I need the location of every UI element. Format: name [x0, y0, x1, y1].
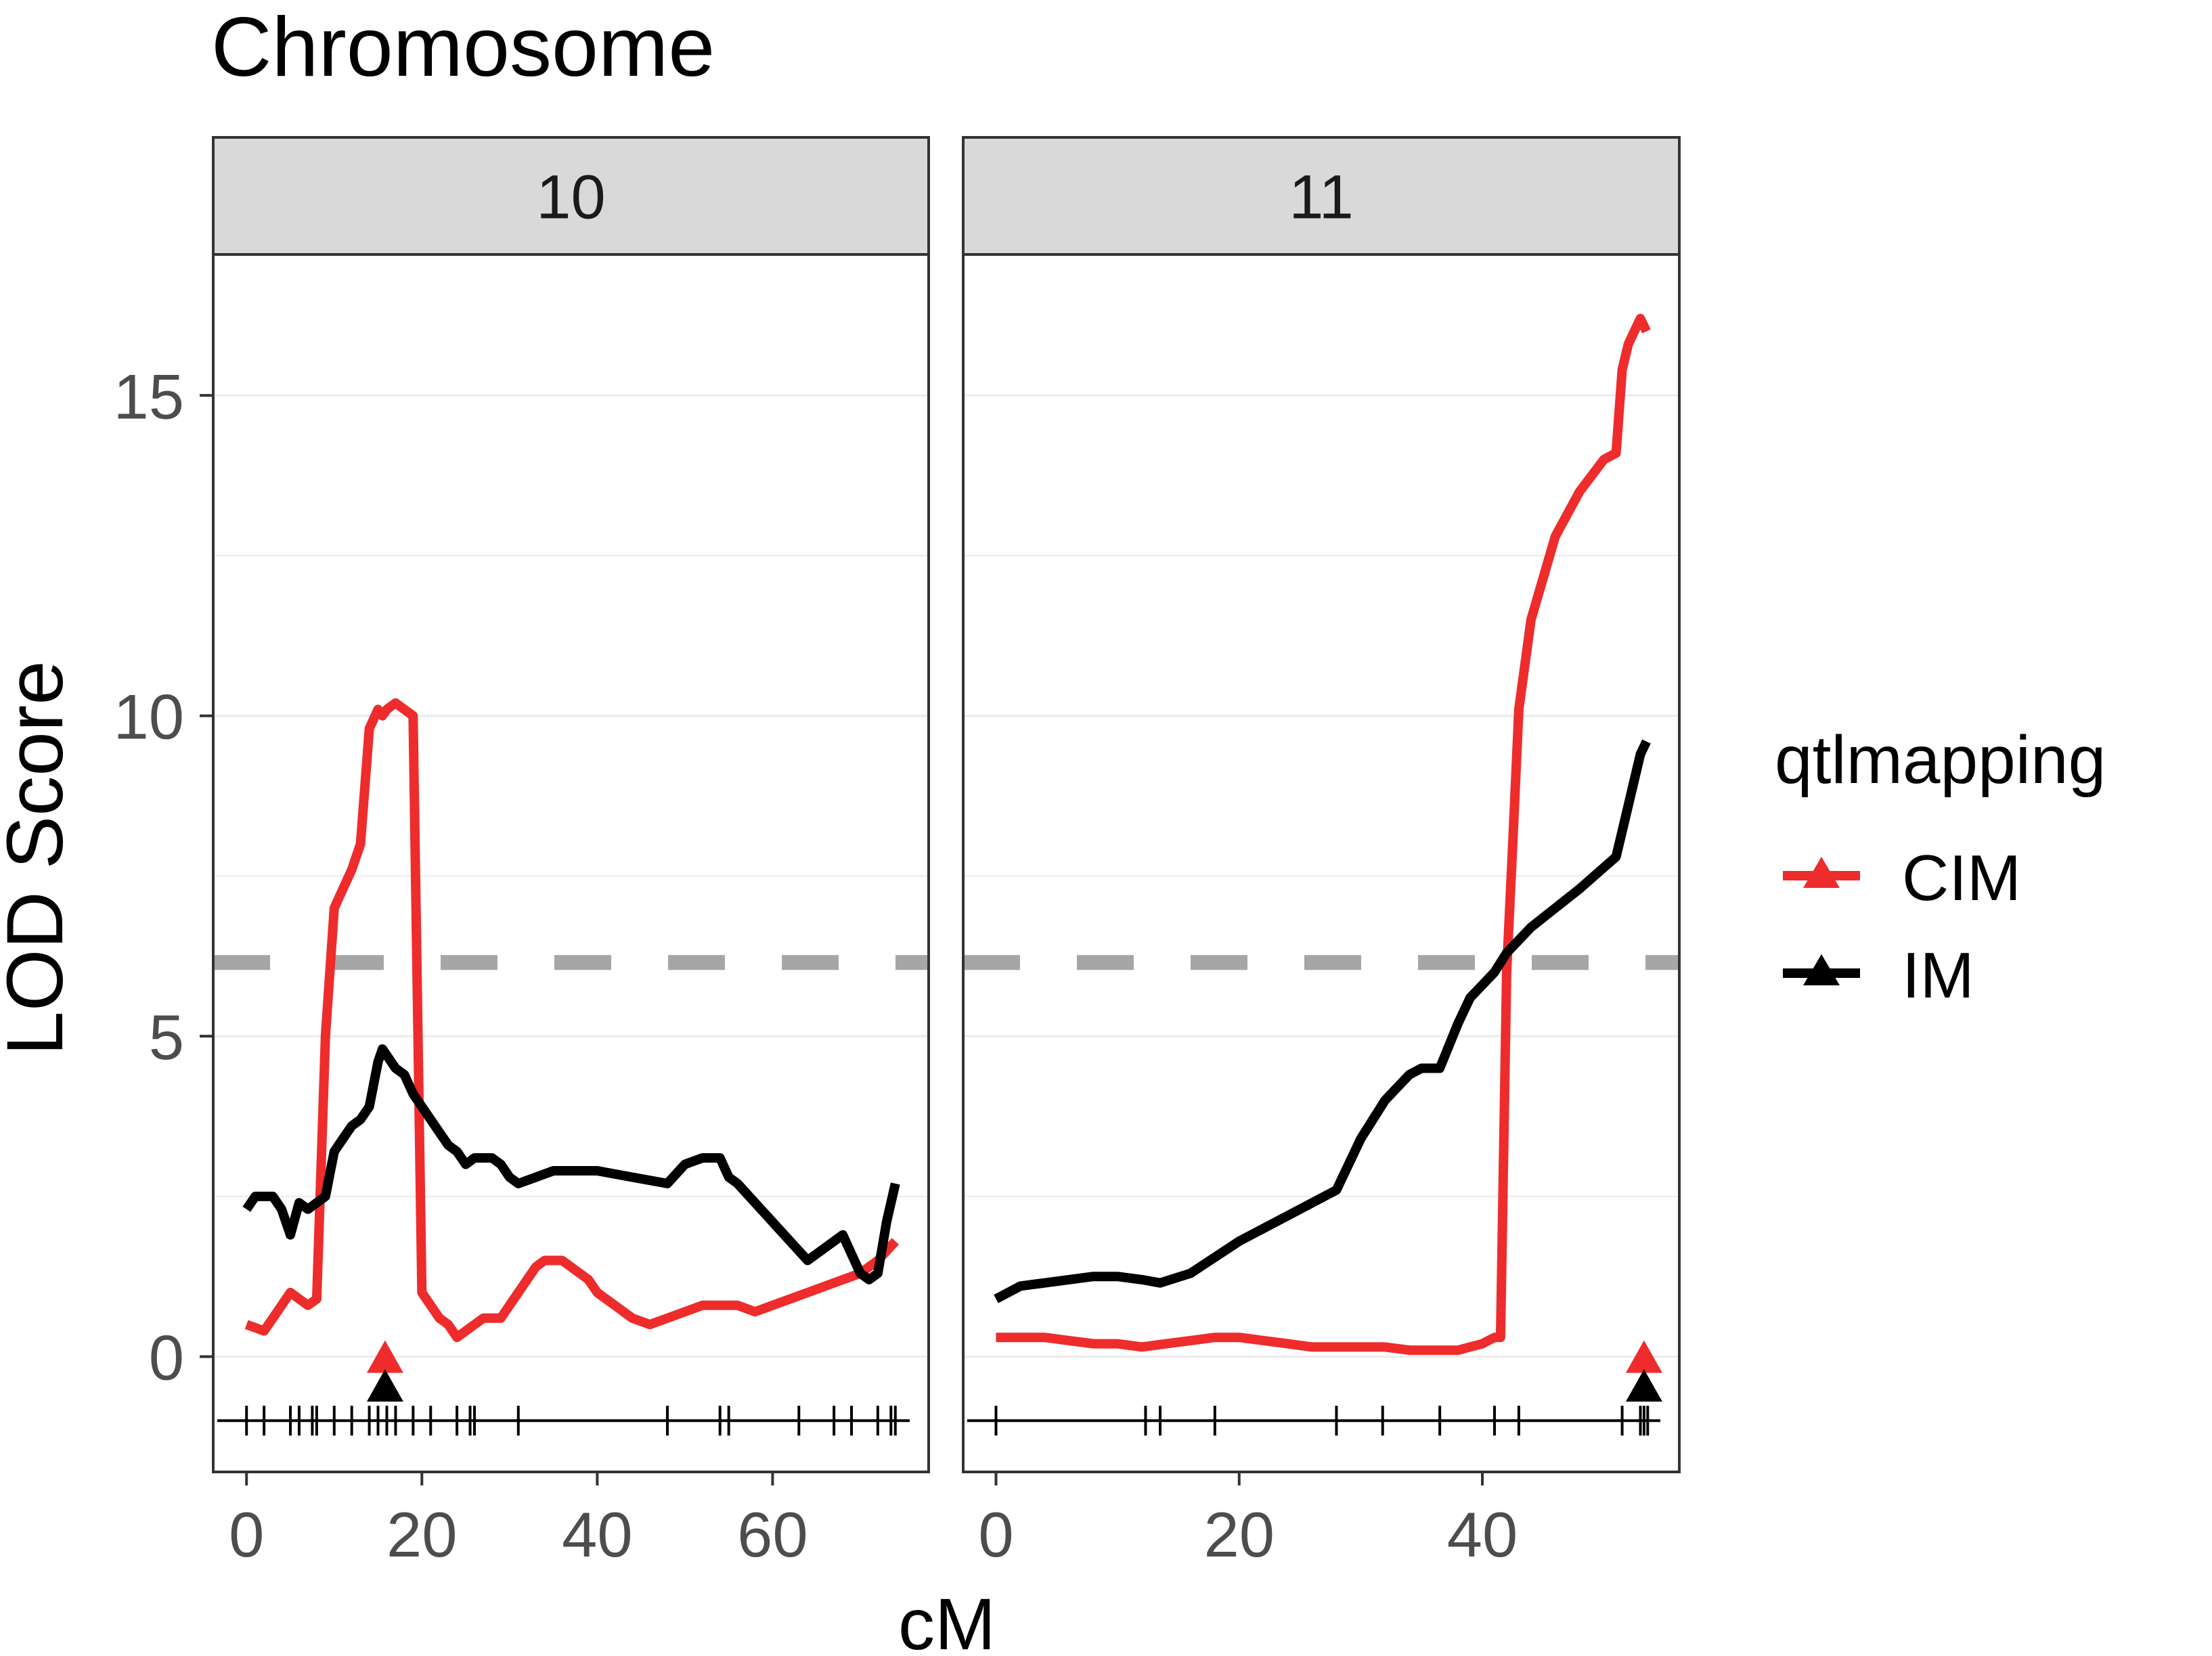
y-tick-label: 10	[113, 681, 184, 753]
legend-item-im: IM	[1783, 939, 1974, 1012]
x-tick-label: 40	[1447, 1499, 1518, 1570]
legend-label: CIM	[1902, 842, 2021, 914]
x-tick-label: 0	[978, 1499, 1013, 1570]
facet-strip	[962, 136, 1681, 256]
facet-strip	[212, 136, 930, 256]
legend-label: IM	[1902, 939, 1974, 1012]
x-tick-label: 20	[386, 1499, 458, 1570]
x-tick-label: 60	[737, 1499, 808, 1570]
chart-title: Chromosome	[211, 1, 715, 94]
legend-key-triangle	[1803, 857, 1840, 888]
x-tick-label: 0	[229, 1499, 264, 1570]
peak-marker-cim	[1625, 1340, 1662, 1373]
x-axis-title: cM	[898, 1583, 996, 1656]
legend-key-triangle	[1803, 954, 1840, 985]
x-tick-label: 20	[1203, 1499, 1275, 1570]
panel-chr-10: 10 0 20 40 60	[212, 136, 930, 1570]
panel-chr-11: 11 0 20 40	[962, 136, 1681, 1570]
y-tick-label: 5	[149, 1002, 184, 1073]
facet-strip-label: 10	[536, 163, 605, 232]
peak-marker-cim	[366, 1340, 403, 1373]
y-axis-title: LOD Score	[0, 661, 80, 1056]
legend-title: qtlmapping	[1775, 722, 2106, 798]
series-line-im	[994, 739, 1651, 1303]
panel-border	[962, 253, 1681, 1473]
y-tick-label: 0	[149, 1322, 184, 1393]
y-tick-label: 15	[113, 361, 184, 432]
legend-item-cim: CIM	[1783, 842, 2021, 914]
facet-strip-label: 11	[1289, 163, 1354, 232]
legend: CIM IM	[1783, 842, 2021, 1012]
series-line-cim	[996, 313, 1651, 1356]
panel-background	[963, 254, 1679, 1472]
peak-marker-im	[1625, 1369, 1662, 1402]
plot-area: 0 5 10 15 10 0 20 40 60 11 0 20 40	[113, 136, 1681, 1570]
panel-border	[212, 253, 930, 1473]
series-line-im	[242, 1044, 900, 1284]
series-line-cim	[244, 698, 899, 1343]
x-tick-label: 40	[562, 1499, 633, 1570]
peak-marker-im	[366, 1369, 403, 1402]
